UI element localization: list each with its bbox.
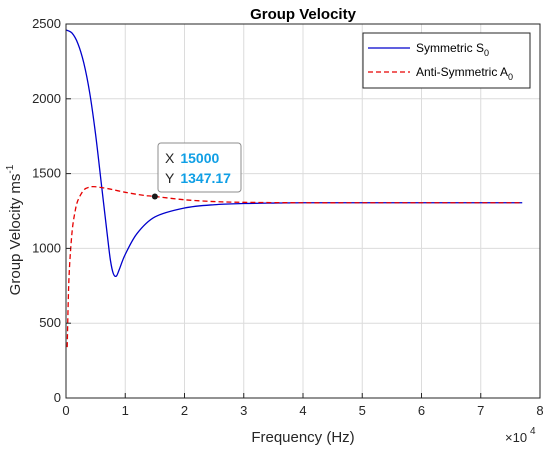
chart-title: Group Velocity — [250, 6, 357, 23]
y-tick-label: 2000 — [32, 91, 61, 106]
x-tick-label: 6 — [418, 403, 425, 418]
x-axis-exponent: ×10 4 — [505, 426, 536, 445]
y-tick-label: 1500 — [32, 166, 61, 181]
datatip-y-row: Y 1347.17 — [165, 170, 231, 186]
y-axis-label-superscript: -1 — [5, 164, 16, 173]
x-tick-label: 4 — [299, 403, 306, 418]
x-tick-label: 3 — [240, 403, 247, 418]
x-axis-label: Frequency (Hz) — [251, 429, 354, 446]
y-axis-label-group: Group Velocity ms-1 — [5, 164, 24, 295]
series-layer — [65, 29, 523, 348]
y-tick-label: 0 — [54, 390, 61, 405]
series-line-antisymmetric-a0 — [66, 185, 523, 348]
datatip-box — [157, 142, 242, 193]
x-tick-label: 5 — [359, 403, 366, 418]
datatip-x-row: X 15000 — [165, 150, 219, 166]
x-exponent-power: 4 — [530, 426, 536, 437]
x-tick-label: 2 — [181, 403, 188, 418]
x-tick-label: 0 — [62, 403, 69, 418]
legend-box — [362, 32, 531, 89]
x-tick-label: 8 — [536, 403, 543, 418]
x-exponent-base: ×10 — [505, 430, 527, 445]
axis-ticks: 0 1 2 3 4 5 6 7 8 0 500 1000 1500 2000 2500 — [32, 16, 544, 418]
x-tick-label: 1 — [122, 403, 129, 418]
y-tick-label: 1000 — [32, 240, 61, 255]
y-tick-label: 500 — [39, 315, 61, 330]
x-tick-label: 7 — [477, 403, 484, 418]
legend: Symmetric S0 Anti-Symmetric A0 — [362, 32, 531, 89]
legend-label-symmetric: Symmetric S0 — [416, 41, 489, 58]
legend-label-antisymmetric: Anti-Symmetric A0 — [416, 65, 513, 82]
y-axis-label: Group Velocity ms-1 — [5, 164, 24, 295]
datatip: X 15000 Y 1347.17 — [151, 142, 242, 200]
y-tick-label: 2500 — [32, 16, 61, 31]
datatip-marker — [151, 193, 158, 200]
